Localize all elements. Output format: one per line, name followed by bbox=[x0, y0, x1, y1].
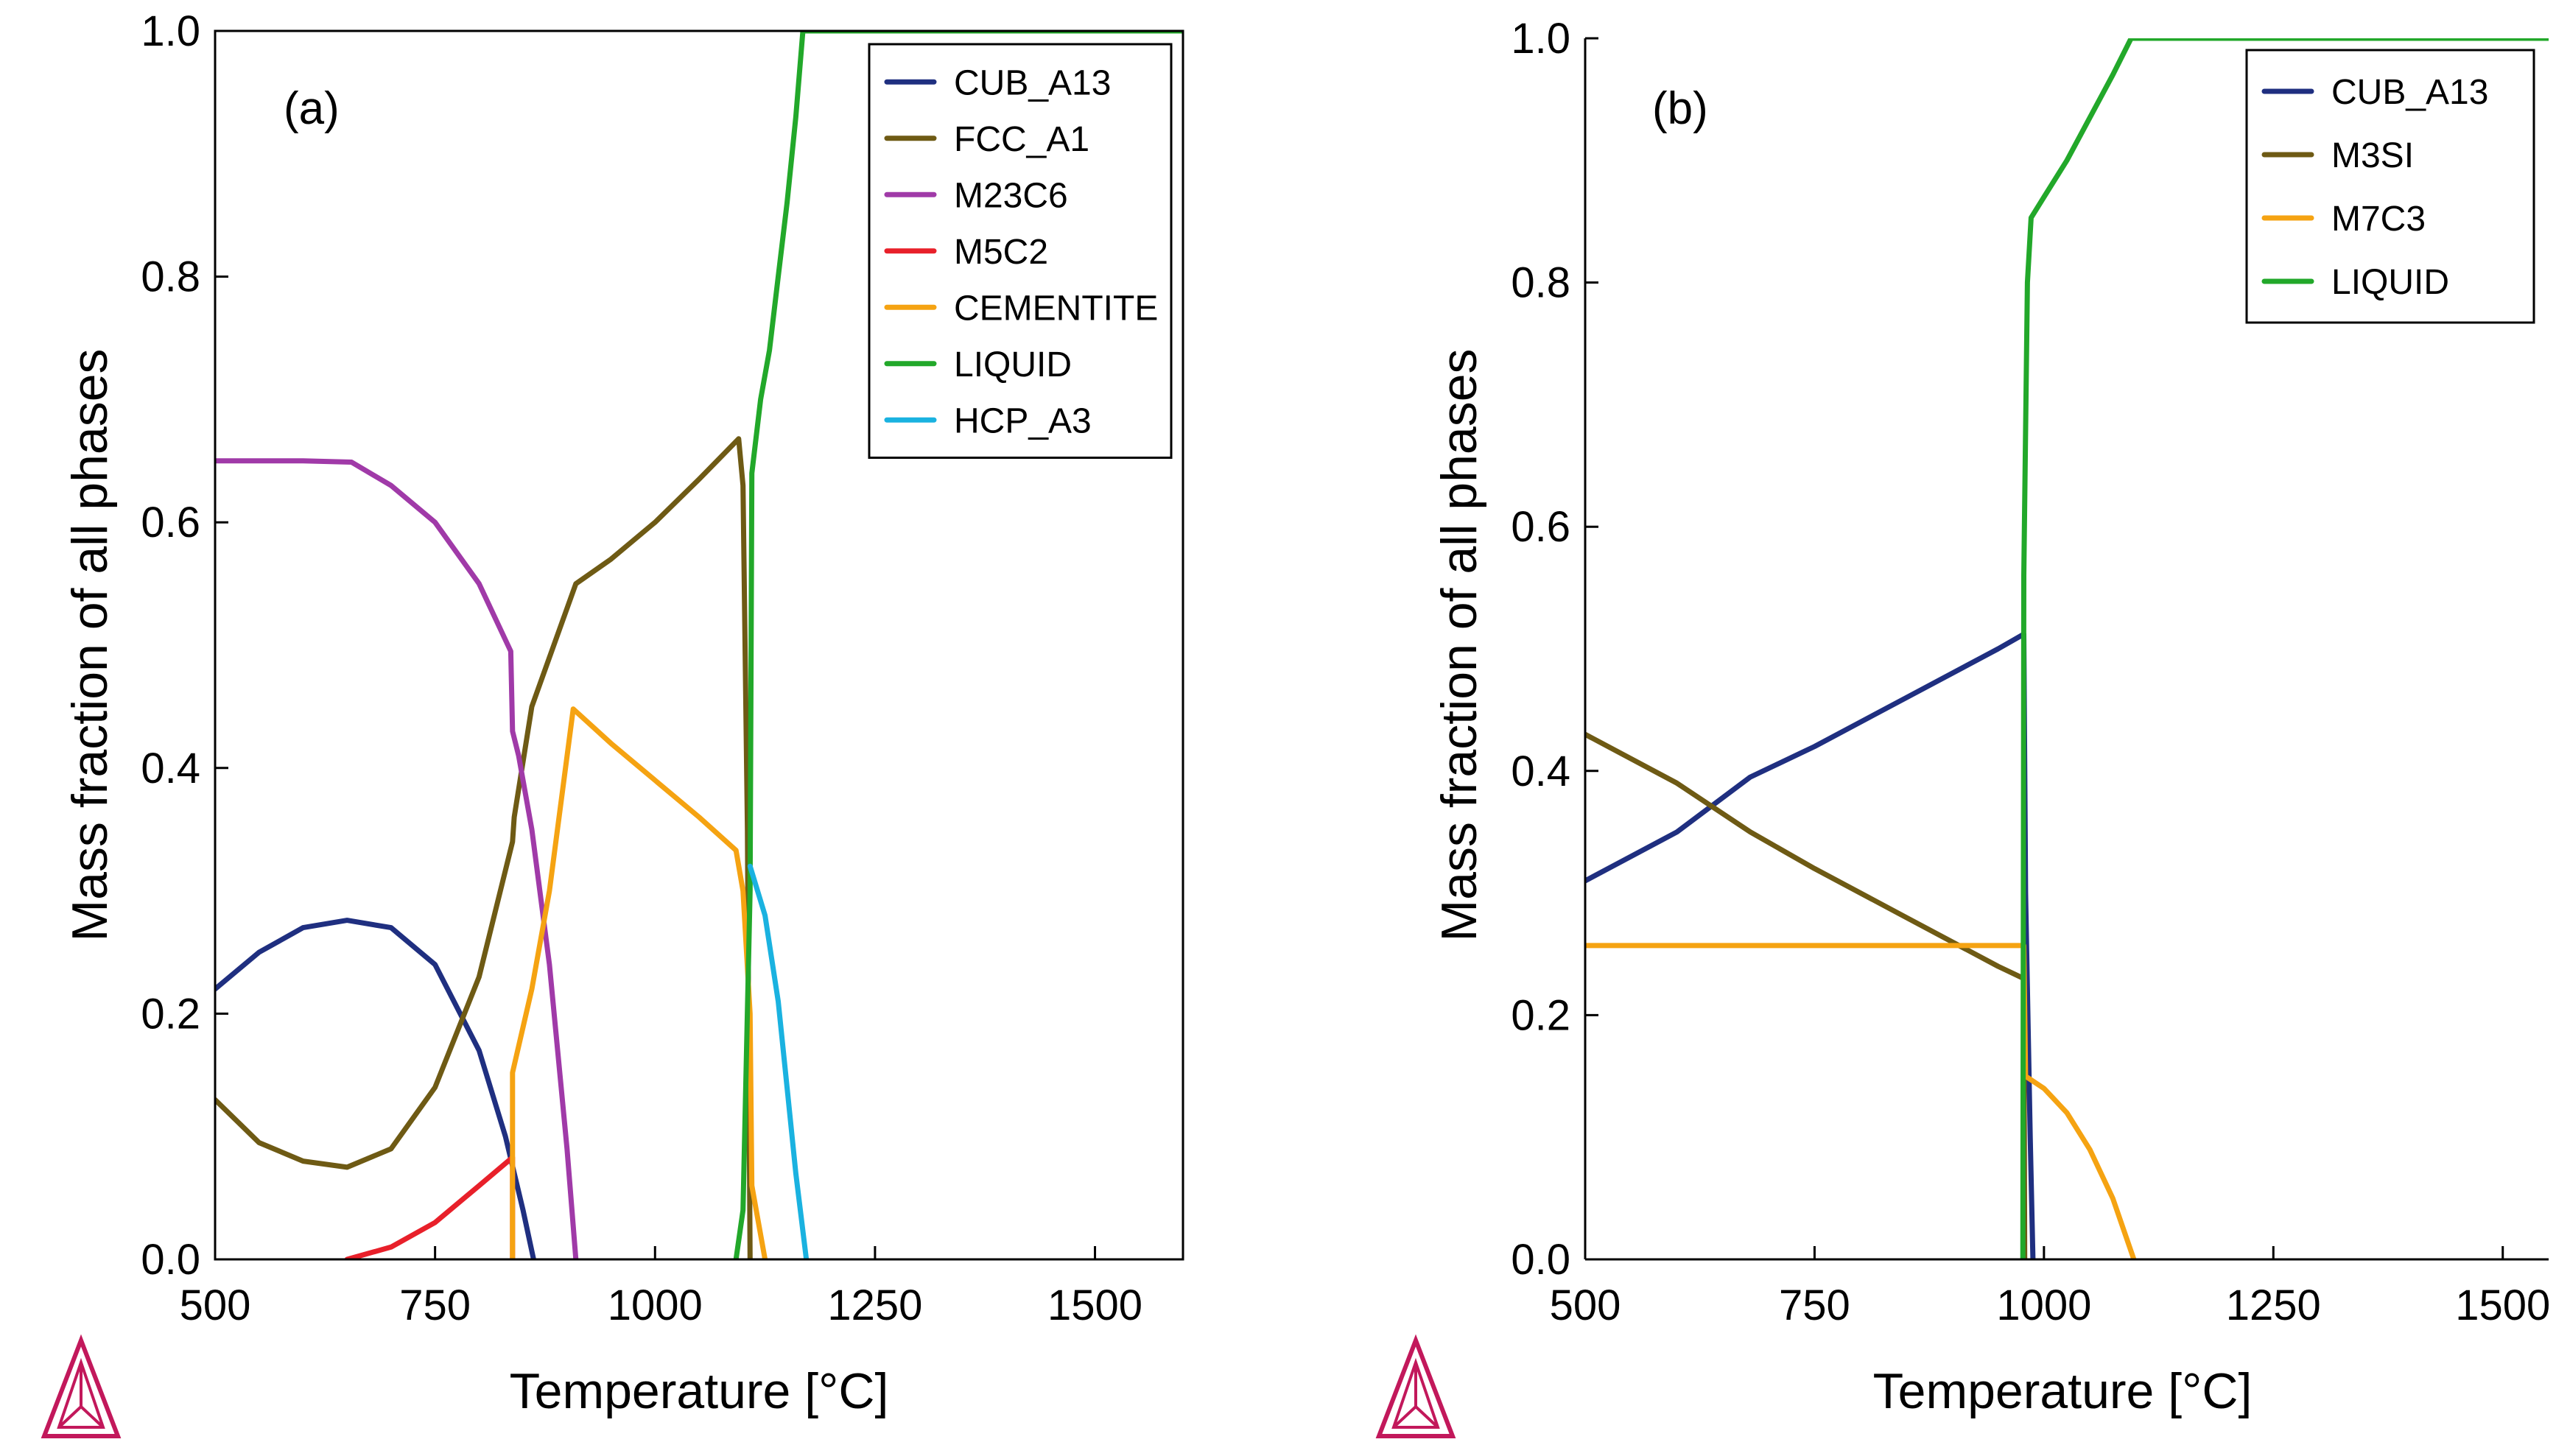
panel-b-xtick-label: 1000 bbox=[1996, 1281, 2091, 1329]
panel-b-legend-label-m3si: M3SI bbox=[2331, 136, 2414, 175]
panel-b-ytick-label: 0.0 bbox=[1511, 1236, 1570, 1284]
panel-b-ytick-label: 1.0 bbox=[1511, 15, 1570, 63]
panel-b-legend-box bbox=[2245, 49, 2535, 324]
panel-a-ytick-label: 0.0 bbox=[141, 1236, 200, 1284]
panel-a-xlabel: Temperature [°C] bbox=[510, 1363, 889, 1419]
panel-b-ytick-label: 0.4 bbox=[1511, 748, 1570, 795]
panel-b-xlabel: Temperature [°C] bbox=[1873, 1363, 2253, 1419]
panel-a-xtick-label: 500 bbox=[180, 1281, 251, 1329]
chart-panel-b: 500 750 1000 1250 1500 0.0 0.2 0.4 0.6 0.8 1.0 (b)… bbox=[1375, 15, 2550, 1438]
thermo-calc-logo-icon bbox=[1375, 1334, 1456, 1438]
thermo-calc-logo-icon bbox=[41, 1334, 122, 1438]
panel-a-series-cub-a13 bbox=[215, 918, 536, 1259]
panel-b-xtick-label: 1250 bbox=[2226, 1281, 2321, 1329]
panel-a-legend-label-cementite: CEMENTITE bbox=[954, 289, 1158, 328]
panel-b-xtick-label: 500 bbox=[1550, 1281, 1621, 1329]
panel-b-legend-label-m7c3: M7C3 bbox=[2331, 200, 2426, 239]
panel-b-xtick-label: 750 bbox=[1779, 1281, 1850, 1329]
panel-a-ytick-label: 0.2 bbox=[141, 990, 200, 1038]
panel-a-xtick-label: 1250 bbox=[827, 1281, 922, 1329]
panel-b-series-m7c3 bbox=[1585, 943, 2137, 1259]
panel-b-ticks: 500 750 1000 1250 1500 0.0 0.2 0.4 0.6 0.8 1.0 bbox=[1511, 15, 2550, 1329]
panel-b-ylabel: Mass fraction of all phases bbox=[1431, 348, 1487, 941]
panel-a-series bbox=[215, 31, 1183, 1259]
panel-a-ylabel: Mass fraction of all phases bbox=[62, 348, 118, 941]
panel-a-label: (a) bbox=[284, 83, 340, 134]
panel-a-xtick-label: 1500 bbox=[1047, 1281, 1142, 1329]
panel-a-legend: CUB_A13 FCC_A1 M23C6 M5C2 CEMENTITE LIQUID HCP… bbox=[868, 43, 1173, 459]
panel-a-series-cementite bbox=[510, 706, 768, 1259]
panel-a-ytick-label: 1.0 bbox=[141, 7, 200, 55]
panel-a-xtick-label: 1000 bbox=[608, 1281, 703, 1329]
panel-b-legend: CUB_A13 M3SI M7C3 LIQUID bbox=[2245, 49, 2535, 324]
chart-panel-a: 500 750 1000 1250 1500 0.0 0.2 0.4 0.6 0.8 1.0 (a)… bbox=[41, 7, 1184, 1438]
panel-b-ytick-label: 0.6 bbox=[1511, 503, 1570, 551]
panel-b-xtick-label: 1500 bbox=[2455, 1281, 2550, 1329]
panel-b-series bbox=[1585, 38, 2549, 1259]
panel-a-plot-frame bbox=[214, 29, 1184, 1261]
panel-a-series-m23c6 bbox=[215, 458, 579, 1259]
panel-a-series-liquid bbox=[733, 31, 1183, 1259]
panel-a-legend-label-m5c2: M5C2 bbox=[954, 233, 1048, 272]
panel-a-legend-label-liquid: LIQUID bbox=[954, 345, 1072, 384]
panel-b-label: (b) bbox=[1652, 83, 1708, 134]
panel-a-series-fcc-a1 bbox=[215, 436, 753, 1259]
panel-a-series-m5c2 bbox=[344, 1155, 516, 1259]
panel-b-legend-label-cub-a13: CUB_A13 bbox=[2331, 73, 2488, 112]
panel-a-xtick-label: 750 bbox=[399, 1281, 471, 1329]
panel-b-ytick-label: 0.8 bbox=[1511, 259, 1570, 307]
panel-b-legend-label-liquid: LIQUID bbox=[2331, 263, 2449, 302]
panel-b-series-m3si bbox=[1585, 731, 2028, 1259]
panel-a-ytick-label: 0.4 bbox=[141, 745, 200, 792]
panel-a-ticks: 500 750 1000 1250 1500 0.0 0.2 0.4 0.6 0.8 1.0 bbox=[141, 7, 1142, 1329]
panel-a-ytick-label: 0.6 bbox=[141, 499, 200, 546]
panel-b-series-liquid bbox=[2020, 38, 2549, 1259]
panel-b-ytick-label: 0.2 bbox=[1511, 991, 1570, 1039]
panel-a-legend-label-hcp-a3: HCP_A3 bbox=[954, 401, 1092, 440]
panel-a-ytick-label: 0.8 bbox=[141, 253, 200, 301]
panel-a-legend-label-m23c6: M23C6 bbox=[954, 176, 1068, 215]
panel-a-legend-label-fcc-a1: FCC_A1 bbox=[954, 120, 1089, 159]
panel-a-series-hcp-a3 bbox=[747, 863, 810, 1259]
panel-a-legend-label-cub-a13: CUB_A13 bbox=[954, 63, 1111, 102]
